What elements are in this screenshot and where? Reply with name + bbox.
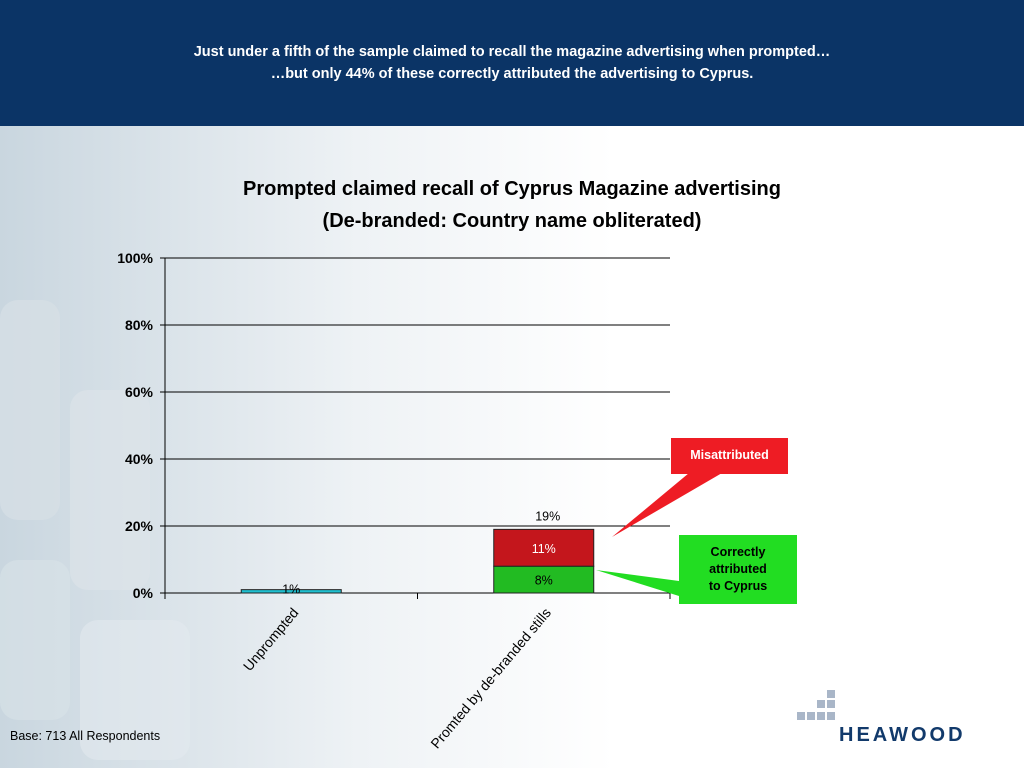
chart-subtitle: (De-branded: Country name obliterated) [322,210,702,232]
data-label: 8% [535,574,553,588]
y-tick-label: 0% [133,585,154,601]
heawood-logo: HEAWOOD [797,688,987,748]
logo-text: HEAWOOD [839,724,966,746]
x-tick-label: Unprompted [240,605,302,674]
bar-segment [493,528,595,567]
y-tick-label: 80% [125,317,154,333]
chart-title: Prompted claimed recall of Cyprus Magazi… [243,178,781,200]
callout-line-2: attributed [709,562,767,576]
callout-line-3: to Cyprus [708,579,768,593]
header-banner: Just under a fifth of the sample claimed… [0,0,1024,126]
data-label: 11% [532,542,556,556]
correctly-attributed-callout: Correctly attributed to Cyprus [679,535,797,604]
data-label: 1% [282,583,300,597]
headline-line-2: …but only 44% of these correctly attribu… [270,66,754,82]
y-tick-label: 40% [125,451,154,467]
bar-segment [240,589,342,594]
headline-line-1: Just under a fifth of the sample claimed… [193,44,831,60]
misattributed-pointer [612,473,722,537]
misattributed-callout: Misattributed [671,438,788,474]
x-tick-label: Promted by de-branded stills [427,605,554,752]
callout-line-1: Correctly [710,545,766,559]
correct-pointer [596,570,679,596]
total-label: 19% [535,509,560,523]
y-tick-label: 20% [125,518,154,534]
y-tick-label: 60% [125,384,154,400]
y-tick-label: 100% [117,250,153,266]
base-note: Base: 713 All Respondents [10,729,161,743]
